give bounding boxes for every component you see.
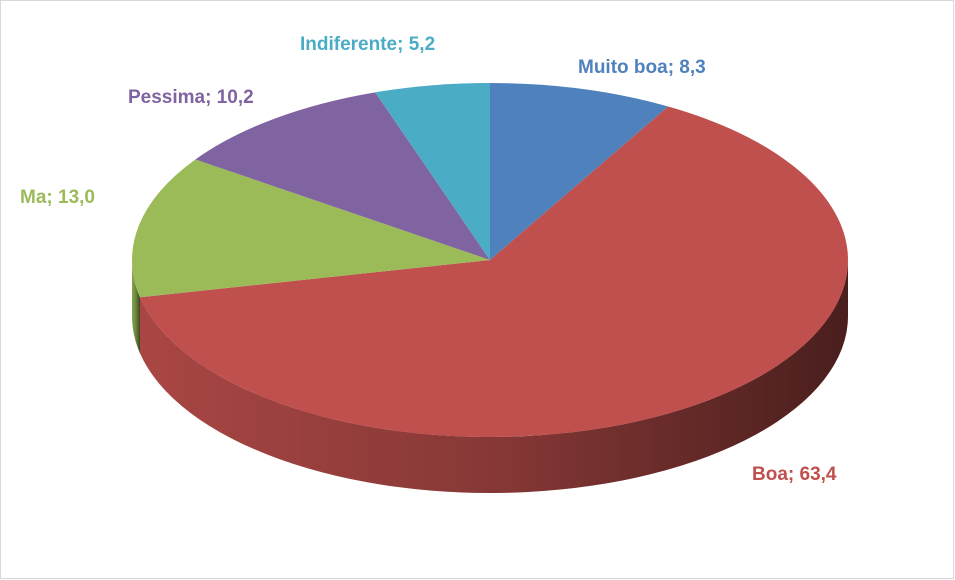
data-label: Muito boa; 8,3 [578,57,706,78]
slice [131,159,490,298]
slice-side-shade [140,260,848,493]
data-label: Pessima; 10,2 [128,87,254,108]
slice [490,83,669,260]
slice-side-shade [132,260,141,354]
slice [140,106,848,437]
data-label: Indiferente; 5,2 [300,34,435,55]
data-label: Boa; 63,4 [752,464,837,485]
data-label: Ma; 13,0 [20,187,95,208]
slice [375,83,490,260]
slice [195,92,491,261]
